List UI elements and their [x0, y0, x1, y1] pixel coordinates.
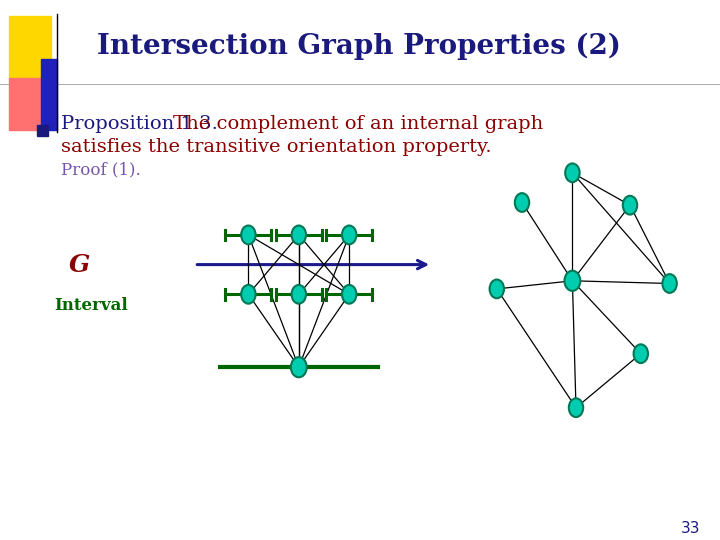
Text: The complement of an internal graph: The complement of an internal graph	[173, 115, 543, 133]
Ellipse shape	[623, 196, 637, 214]
Ellipse shape	[342, 226, 356, 244]
Ellipse shape	[241, 226, 256, 244]
Bar	[41, 59, 57, 130]
Ellipse shape	[565, 164, 580, 182]
Bar	[37, 125, 48, 136]
Ellipse shape	[634, 345, 648, 363]
Ellipse shape	[564, 271, 580, 291]
Bar	[9, 78, 41, 130]
Text: G: G	[68, 253, 90, 276]
Bar	[9, 16, 51, 78]
Text: Proposition 1.3.: Proposition 1.3.	[61, 115, 230, 133]
Ellipse shape	[515, 193, 529, 212]
Ellipse shape	[569, 399, 583, 417]
Ellipse shape	[292, 285, 306, 303]
Text: Interval: Interval	[54, 296, 127, 314]
Text: Intersection Graph Properties (2): Intersection Graph Properties (2)	[97, 32, 621, 59]
Ellipse shape	[291, 357, 307, 377]
Text: 33: 33	[680, 521, 700, 536]
Text: satisfies the transitive orientation property.: satisfies the transitive orientation pro…	[61, 138, 492, 156]
Ellipse shape	[662, 274, 677, 293]
Ellipse shape	[241, 285, 256, 303]
Text: Proof (1).: Proof (1).	[61, 161, 141, 179]
Ellipse shape	[342, 285, 356, 303]
Ellipse shape	[292, 226, 306, 244]
Ellipse shape	[490, 280, 504, 298]
